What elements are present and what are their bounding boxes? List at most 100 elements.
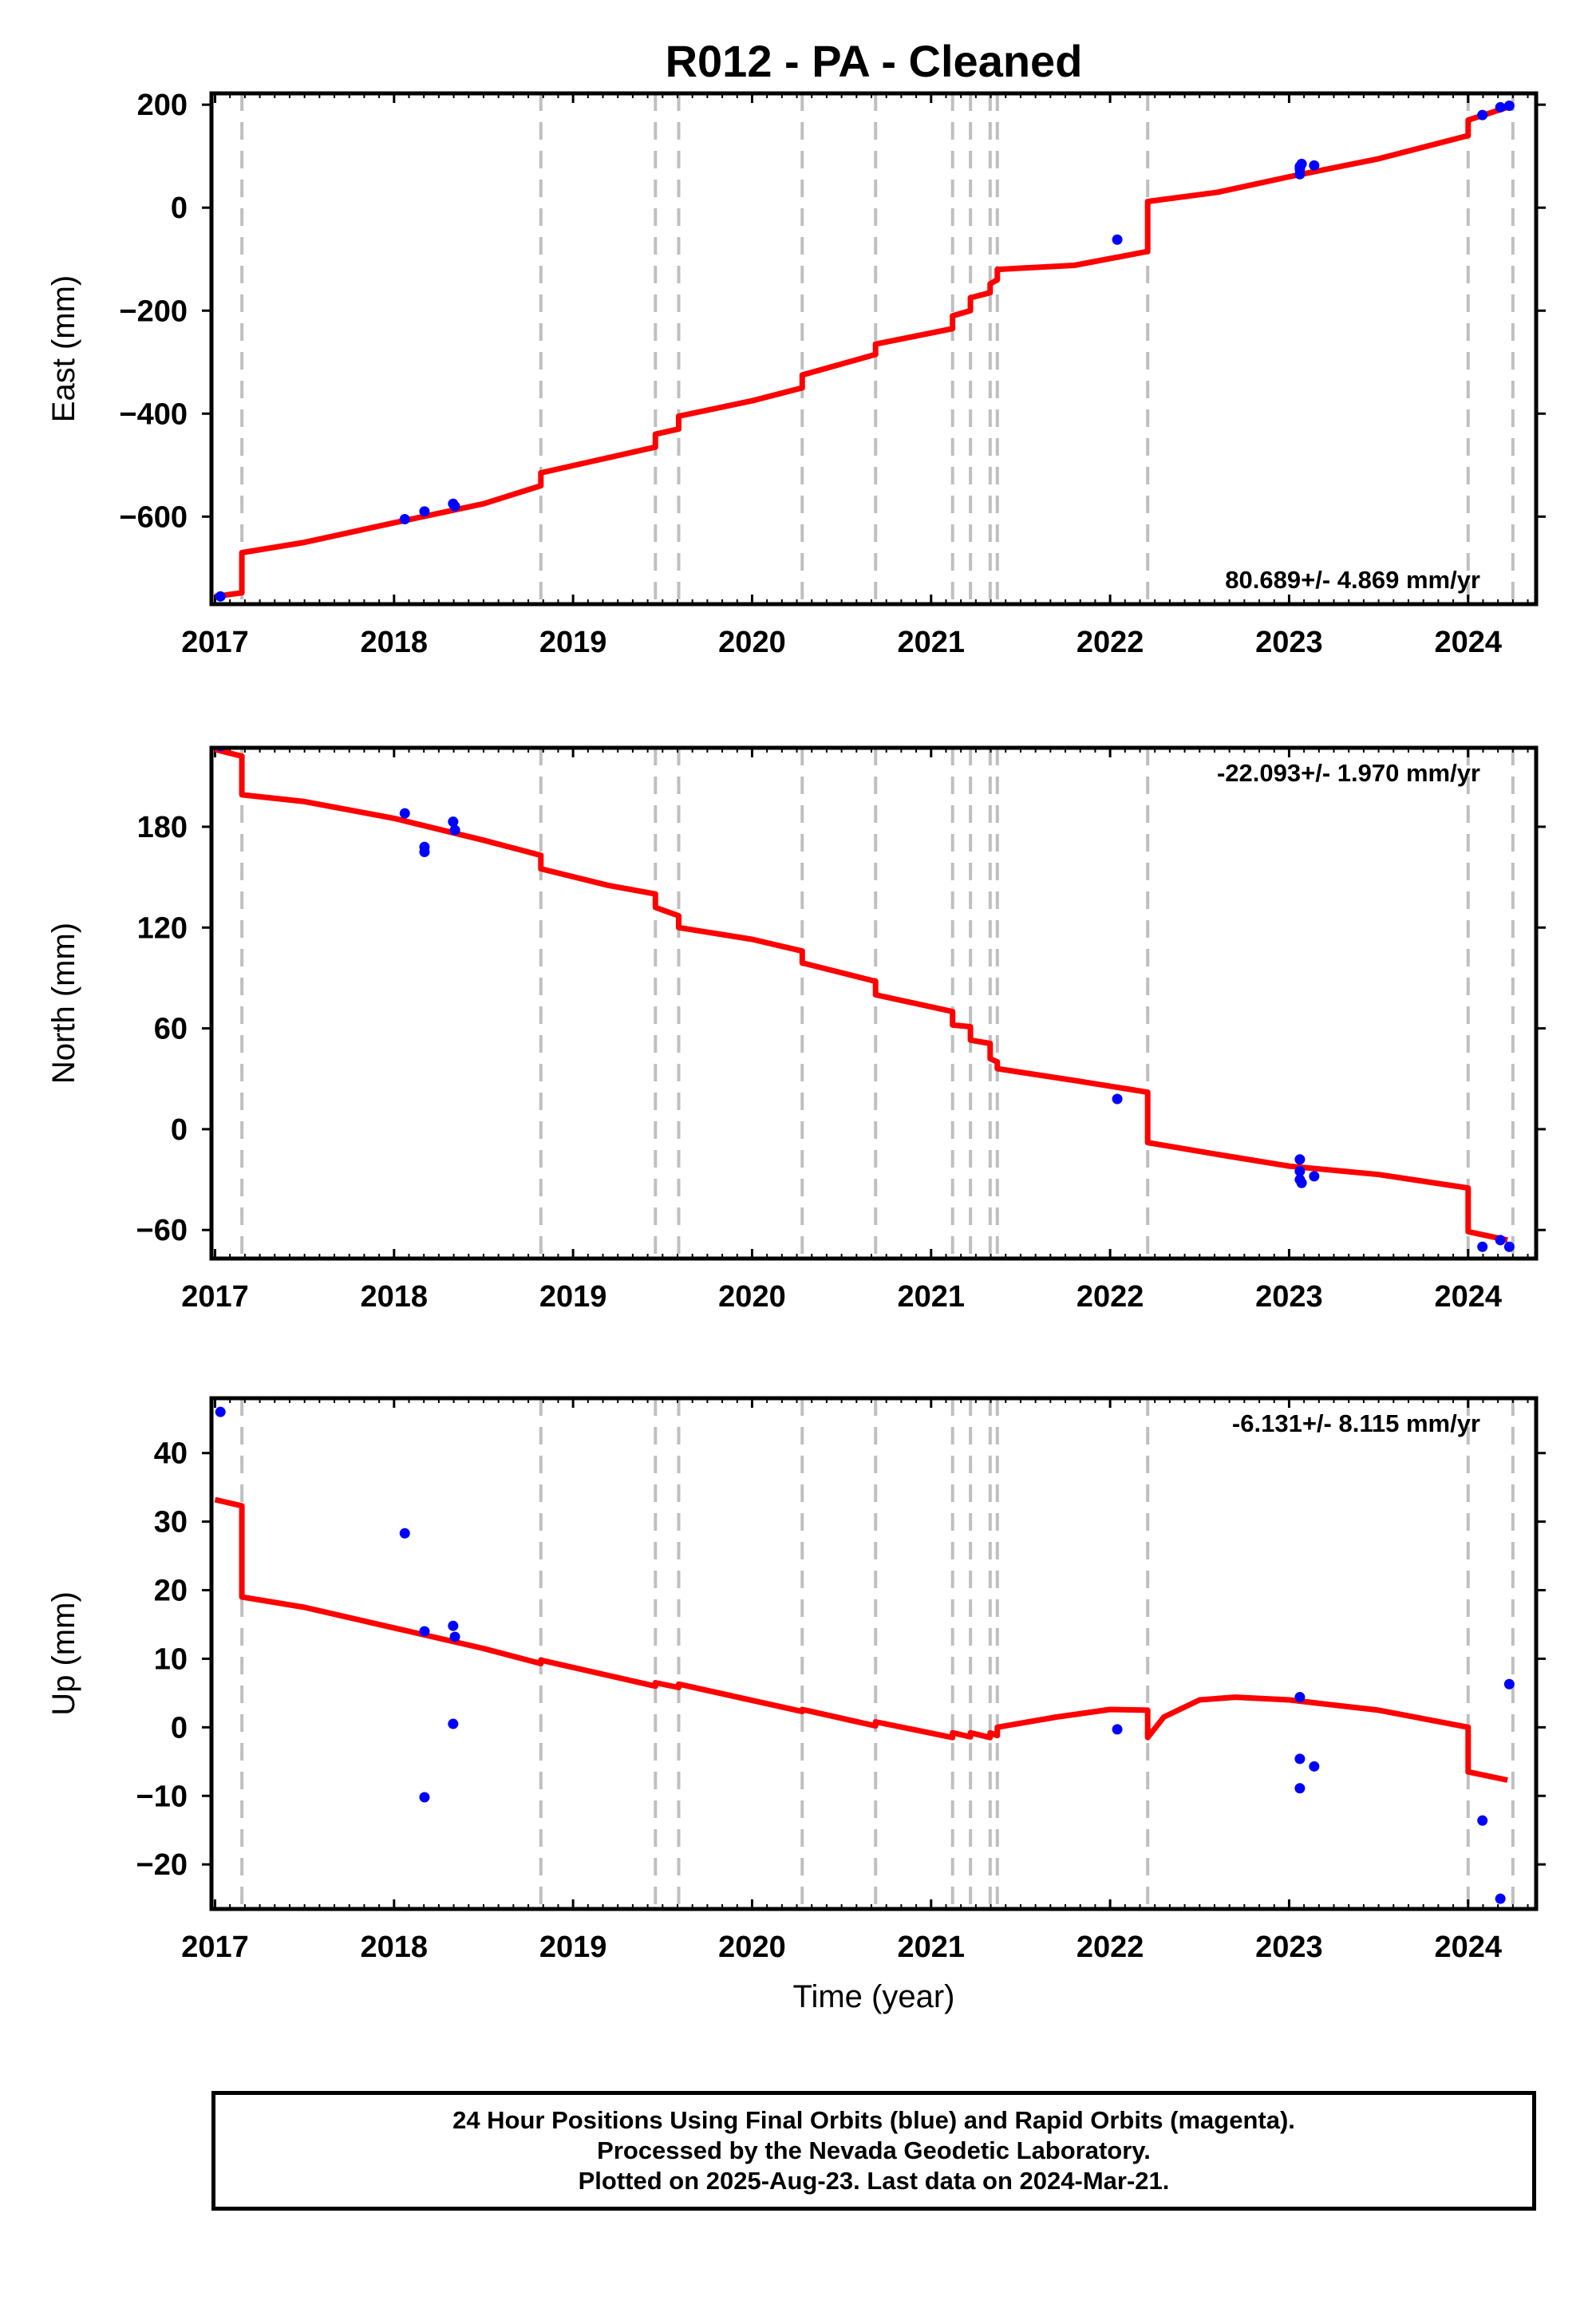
up-ylabel: Up (mm) [46,1591,81,1716]
up-xtick-label: 2021 [898,1931,966,1964]
east-frame [209,91,1539,607]
up-data-point [1477,1815,1488,1826]
up-data-point [1309,1761,1320,1772]
up-data-point [1503,1678,1515,1690]
north-ytick-label: −60 [136,1214,188,1247]
figure-title: R012 - PA - Cleaned [666,36,1083,86]
north-data-point [1495,1235,1506,1246]
east-ytick-label: −600 [119,500,188,534]
north-data-point [1112,1093,1123,1105]
east-ytick-label: −400 [119,397,188,431]
east-data-point [449,500,460,512]
up-ytick-label: −10 [136,1780,188,1813]
east-data-point [1495,101,1506,113]
up-data-point [1294,1783,1306,1794]
up-xtick-label: 2017 [181,1931,249,1964]
up-data-point [448,1620,459,1631]
north-ylabel: North (mm) [46,923,81,1084]
up-frame [209,1396,1539,1911]
up-xtick-label: 2024 [1434,1931,1502,1964]
east-xtick-label: 2022 [1077,626,1144,659]
up-ytick-label: 10 [154,1642,188,1676]
north-data-point [1503,1241,1515,1252]
up-data-point [419,1792,430,1803]
north-data-point [399,808,410,819]
north-ytick-label: 0 [171,1113,188,1147]
up-data-point [1112,1724,1123,1735]
north-ytick-label: 180 [137,811,188,844]
east-data-point [1477,109,1488,121]
north-xtick-label: 2022 [1077,1280,1144,1314]
up-data-point [419,1626,430,1637]
east-xtick-label: 2018 [361,626,429,659]
up-data-point [399,1528,410,1539]
east-data-point [1503,100,1515,111]
north-xtick-label: 2021 [898,1280,966,1314]
east-data-point [419,506,430,517]
north-data-point [1296,1177,1307,1188]
east-xtick-label: 2023 [1255,626,1323,659]
north-xtick-label: 2017 [181,1280,249,1314]
north-xtick-label: 2020 [718,1280,786,1314]
east-rate-label: 80.689+/- 4.869 mm/yr [1225,566,1480,594]
east-panel: 2017 2018 2019 2020 2021 2022 2023 2024 −600 −400… [46,89,1546,659]
up-xtick-label: 2022 [1077,1931,1144,1964]
footer-box: 24 Hour Positions Using Final Orbits (bl… [211,2091,1536,2211]
up-data-point [449,1631,460,1642]
east-data-point [1309,160,1320,171]
north-xtick-label: 2023 [1255,1280,1323,1314]
east-xtick-label: 2021 [898,626,966,659]
north-frame [209,745,1539,1261]
east-ylabel: East (mm) [46,275,81,422]
east-xtick-label: 2019 [539,626,607,659]
east-xtick-label: 2024 [1434,626,1502,659]
north-xtick-label: 2019 [539,1280,607,1314]
footer-line-plotted: Plotted on 2025-Aug-23. Last data on 202… [578,2167,1170,2195]
north-data-point [1294,1154,1306,1165]
up-ytick-label: 0 [171,1711,188,1745]
up-xlabel: Time (year) [793,1979,955,2014]
up-xtick-label: 2019 [539,1931,607,1964]
north-model-line [214,748,1508,1243]
up-data-point [215,1406,226,1417]
north-data-point [448,816,459,828]
footer-line-processed: Processed by the Nevada Geodetic Laborat… [597,2136,1151,2164]
east-xtick-label: 2017 [181,626,249,659]
north-data-point [419,847,430,858]
north-rate-label: -22.093+/- 1.970 mm/yr [1217,759,1480,787]
north-panel: 2017 2018 2019 2020 2021 2022 2023 2024 −60 0 60 12… [46,745,1546,1314]
east-data-point [399,514,410,525]
up-data-point [1495,1893,1506,1904]
up-ytick-label: −20 [136,1848,188,1882]
up-ytick-label: 40 [154,1437,188,1471]
east-ytick-label: −200 [119,294,188,328]
north-data-point [449,824,460,836]
up-data-point [1294,1753,1306,1765]
up-xtick-label: 2018 [361,1931,429,1964]
north-data-point [1294,1166,1306,1177]
north-data-point [1309,1171,1320,1182]
east-data-point [215,591,226,602]
up-panel: 2017 2018 2019 2020 2021 2022 2023 2024 −20 −10 0 1… [46,1396,1546,2014]
north-ytick-label: 60 [154,1013,188,1046]
up-xtick-label: 2020 [718,1931,786,1964]
east-ytick-label: 200 [137,89,188,122]
east-model-line [215,105,1509,599]
footer-line-orbits: 24 Hour Positions Using Final Orbits (bl… [452,2106,1295,2134]
east-ytick-label: 0 [171,192,188,225]
up-ytick-label: 20 [154,1575,188,1608]
up-model-line [214,1496,1508,1783]
up-data-point [1294,1692,1306,1703]
east-xtick-label: 2020 [718,626,786,659]
north-xtick-label: 2024 [1434,1280,1502,1314]
east-data-point [1112,234,1123,245]
north-ytick-label: 120 [137,911,188,945]
up-rate-label: -6.131+/- 8.115 mm/yr [1232,1409,1480,1437]
up-data-point [448,1718,459,1729]
north-xtick-label: 2018 [361,1280,429,1314]
up-xtick-label: 2023 [1255,1931,1323,1964]
up-ytick-label: 30 [154,1506,188,1539]
north-data-point [1477,1241,1488,1252]
east-data-point [1296,158,1307,169]
